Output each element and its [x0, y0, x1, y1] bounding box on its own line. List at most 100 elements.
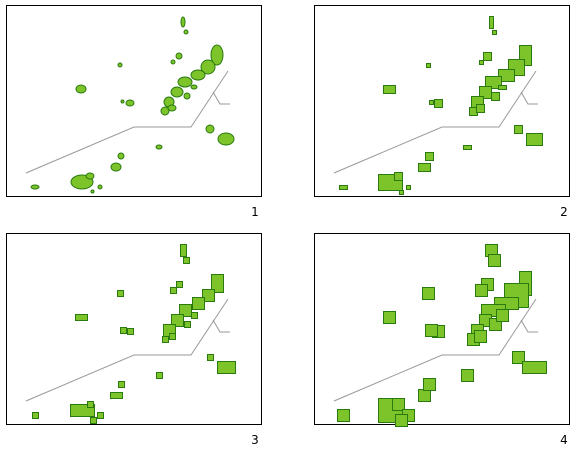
panel-label: 2: [560, 205, 568, 219]
island: [190, 84, 198, 90]
island: [120, 99, 125, 104]
island: [522, 361, 547, 374]
island: [179, 304, 192, 317]
island: [211, 274, 224, 293]
boundary-line: [25, 70, 229, 174]
island: [205, 124, 215, 134]
boundary-line: [212, 91, 230, 105]
island: [217, 361, 236, 374]
map-panel: [333, 16, 543, 195]
island: [110, 162, 122, 172]
island: [406, 185, 411, 190]
island: [418, 389, 431, 402]
island: [429, 100, 434, 105]
panel-frame: [6, 5, 262, 197]
map-panel: [25, 244, 236, 424]
island: [434, 99, 443, 108]
island: [120, 327, 127, 334]
island: [399, 190, 404, 195]
island: [87, 401, 94, 408]
island: [489, 16, 494, 29]
map-panel: [25, 16, 235, 194]
island: [217, 132, 235, 146]
island: [190, 69, 206, 81]
island: [127, 328, 134, 335]
map-panel: [333, 244, 547, 427]
island: [514, 125, 523, 134]
island: [425, 152, 434, 161]
island: [167, 104, 177, 112]
island: [117, 152, 125, 160]
island: [207, 354, 214, 361]
island: [118, 381, 125, 388]
island: [383, 311, 396, 324]
island: [491, 92, 500, 101]
island: [394, 172, 403, 181]
island: [90, 417, 97, 424]
island: [90, 189, 95, 194]
island: [339, 185, 348, 190]
island: [485, 76, 502, 89]
island: [117, 62, 123, 68]
island: [488, 254, 501, 267]
island: [475, 284, 488, 297]
island: [180, 244, 187, 257]
panel-label: 1: [251, 205, 259, 219]
island: [156, 372, 163, 379]
island: [200, 59, 216, 75]
island: [425, 324, 438, 337]
island: [175, 52, 183, 60]
island: [463, 145, 472, 150]
island: [418, 163, 431, 172]
boundary-line: [520, 319, 538, 333]
island: [498, 69, 515, 82]
island: [496, 309, 509, 322]
island: [117, 290, 124, 297]
island: [492, 30, 497, 35]
island: [210, 44, 224, 66]
island: [183, 92, 191, 100]
island: [392, 398, 405, 411]
island: [170, 59, 176, 65]
island: [155, 144, 163, 150]
island: [383, 85, 396, 94]
boundary-line: [25, 298, 229, 402]
panel-label: 3: [251, 433, 259, 447]
boundary-line: [212, 319, 230, 333]
island: [461, 369, 474, 382]
island: [483, 52, 492, 61]
island: [170, 287, 177, 294]
island: [75, 314, 88, 321]
island: [512, 351, 525, 364]
island: [176, 281, 183, 288]
island: [183, 257, 190, 264]
boundary-line: [333, 70, 537, 174]
island: [426, 63, 431, 68]
island: [192, 297, 205, 310]
island: [169, 333, 176, 340]
island: [498, 85, 507, 90]
island: [97, 412, 104, 419]
island: [162, 336, 169, 343]
island: [476, 104, 485, 113]
island: [160, 106, 170, 116]
island: [202, 289, 215, 302]
island: [180, 16, 186, 28]
island: [171, 314, 184, 327]
island: [85, 172, 95, 180]
island: [423, 378, 436, 391]
island: [526, 133, 543, 146]
island: [474, 330, 487, 343]
island: [183, 29, 189, 35]
island: [395, 414, 408, 427]
island: [177, 76, 193, 88]
panel-label: 4: [560, 433, 568, 447]
island: [110, 392, 123, 399]
island: [422, 287, 435, 300]
island: [191, 312, 198, 319]
island: [97, 184, 103, 190]
island: [125, 99, 135, 107]
island: [479, 60, 484, 65]
